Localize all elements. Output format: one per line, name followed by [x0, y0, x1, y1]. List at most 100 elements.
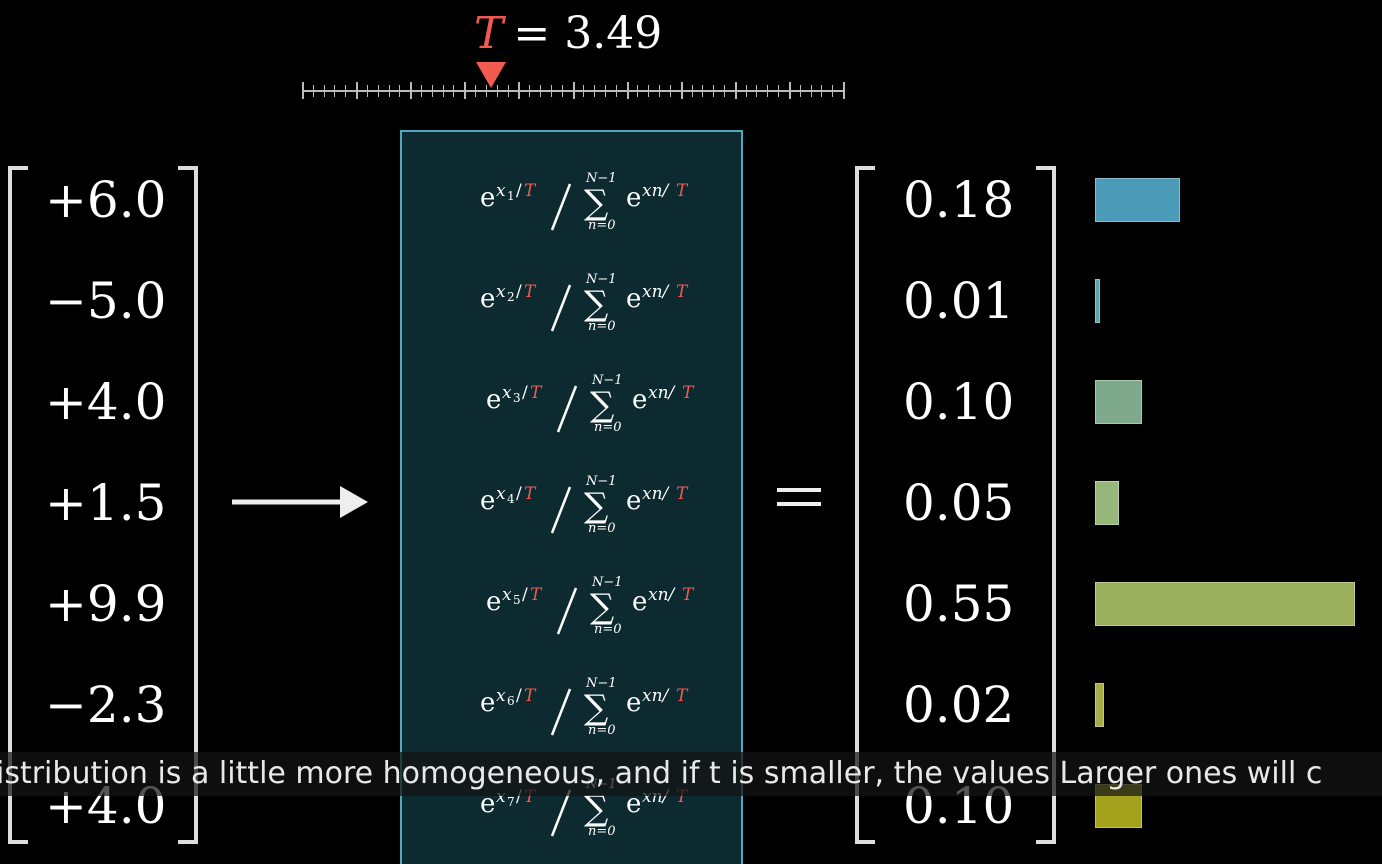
slider-tick	[691, 85, 693, 97]
slider-tick	[767, 85, 769, 97]
exp-subscript: 7	[507, 795, 515, 809]
slider-tick	[702, 85, 704, 97]
temperature-equals: =	[513, 8, 551, 59]
exp-var: x	[496, 282, 506, 302]
term-base: e	[626, 284, 641, 314]
division-slash	[550, 688, 572, 736]
slider-tick	[756, 85, 758, 97]
probability-bar	[1095, 481, 1119, 525]
exp-base: e	[480, 284, 495, 314]
softmax-formula: e x 6/T N−1 ∑ n=0 e xn/T	[402, 665, 741, 765]
sum-upper-limit: N−1	[591, 575, 623, 590]
sum-lower-limit: n=0	[588, 218, 616, 233]
exp-var: x	[496, 181, 506, 201]
slider-tick	[345, 85, 347, 97]
term-temperature: T	[682, 585, 695, 605]
exp-var: x	[502, 383, 512, 403]
temperature-symbol: T	[474, 8, 504, 59]
slider-tick	[572, 82, 575, 99]
slider-tick	[485, 85, 487, 97]
term-exponent: xn/	[642, 181, 671, 201]
slider-tick	[312, 85, 314, 97]
slider-tick	[366, 85, 368, 97]
slider-tick	[637, 85, 639, 97]
sum-upper-limit: N−1	[591, 373, 623, 388]
sum-upper-limit: N−1	[585, 272, 617, 287]
temperature-value: 3.49	[564, 8, 663, 59]
slider-tick	[723, 85, 725, 97]
input-bracket-left	[8, 166, 28, 844]
slider-tick	[334, 85, 336, 97]
temperature-slider[interactable]	[300, 80, 845, 100]
division-slash	[550, 486, 572, 534]
slider-tick	[377, 85, 379, 97]
slider-tick	[669, 85, 671, 97]
slider-tick	[615, 85, 617, 97]
exp-temperature: T	[530, 383, 543, 403]
slider-tick	[518, 82, 521, 99]
sum-lower-limit: n=0	[588, 723, 616, 738]
term-exponent: xn/	[648, 585, 677, 605]
softmax-formula: e x 2/T N−1 ∑ n=0 e xn/T	[402, 261, 741, 361]
slider-tick	[431, 85, 433, 97]
slider-pointer-icon[interactable]	[475, 62, 506, 88]
slider-tick	[745, 85, 747, 97]
exp-temperature: T	[524, 484, 537, 504]
exp-base: e	[480, 183, 495, 213]
output-bracket-right	[1036, 166, 1056, 844]
sigma-icon: ∑	[584, 183, 608, 223]
sum-upper-limit: N−1	[585, 474, 617, 489]
slider-tick	[821, 85, 823, 97]
exp-base: e	[486, 385, 501, 415]
division-slash	[556, 587, 578, 635]
term-temperature: T	[676, 686, 689, 706]
caption-bar: istribution is a little more homogeneous…	[0, 752, 1382, 796]
division-slash	[550, 183, 572, 231]
slider-tick	[388, 85, 390, 97]
probability-bar	[1095, 279, 1100, 323]
exp-var: x	[502, 585, 512, 605]
softmax-formula: e x 5/T N−1 ∑ n=0 e xn/T	[402, 564, 741, 664]
term-temperature: T	[676, 484, 689, 504]
probability-bar	[1095, 582, 1355, 626]
term-exponent: xn/	[648, 383, 677, 403]
sigma-icon: ∑	[584, 284, 608, 324]
slider-tick	[421, 85, 423, 97]
exp-subscript: 1	[507, 189, 515, 203]
softmax-formula: e x 3/T N−1 ∑ n=0 e xn/T	[402, 362, 741, 462]
output-probability: 0.55	[903, 575, 1015, 633]
input-value: −5.0	[45, 272, 167, 330]
term-temperature: T	[676, 282, 689, 302]
term-base: e	[632, 587, 647, 617]
probability-bar	[1095, 683, 1105, 727]
slider-tick	[561, 85, 563, 97]
exp-slash: /	[516, 181, 522, 201]
exp-slash: /	[516, 484, 522, 504]
slider-tick	[810, 85, 812, 97]
input-value: +6.0	[45, 171, 167, 229]
sigma-icon: ∑	[590, 587, 614, 627]
sum-upper-limit: N−1	[585, 676, 617, 691]
caption-text: istribution is a little more homogeneous…	[0, 756, 1323, 791]
term-exponent: xn/	[642, 484, 671, 504]
sigma-icon: ∑	[584, 486, 608, 526]
probability-bar	[1095, 380, 1143, 424]
slider-tick	[475, 85, 477, 97]
slider-tick	[550, 85, 552, 97]
exp-base: e	[480, 486, 495, 516]
exp-var: x	[496, 787, 506, 807]
slider-tick	[464, 82, 467, 99]
slider-tick	[594, 85, 596, 97]
exp-slash: /	[516, 787, 522, 807]
term-temperature: T	[682, 383, 695, 403]
slider-tick	[302, 82, 304, 99]
output-probability: 0.10	[903, 373, 1015, 431]
slider-tick	[713, 85, 715, 97]
input-value: +9.9	[45, 575, 167, 633]
term-exponent: xn/	[642, 282, 671, 302]
term-base: e	[626, 486, 641, 516]
slider-tick	[453, 85, 455, 97]
sum-upper-limit: N−1	[585, 171, 617, 186]
